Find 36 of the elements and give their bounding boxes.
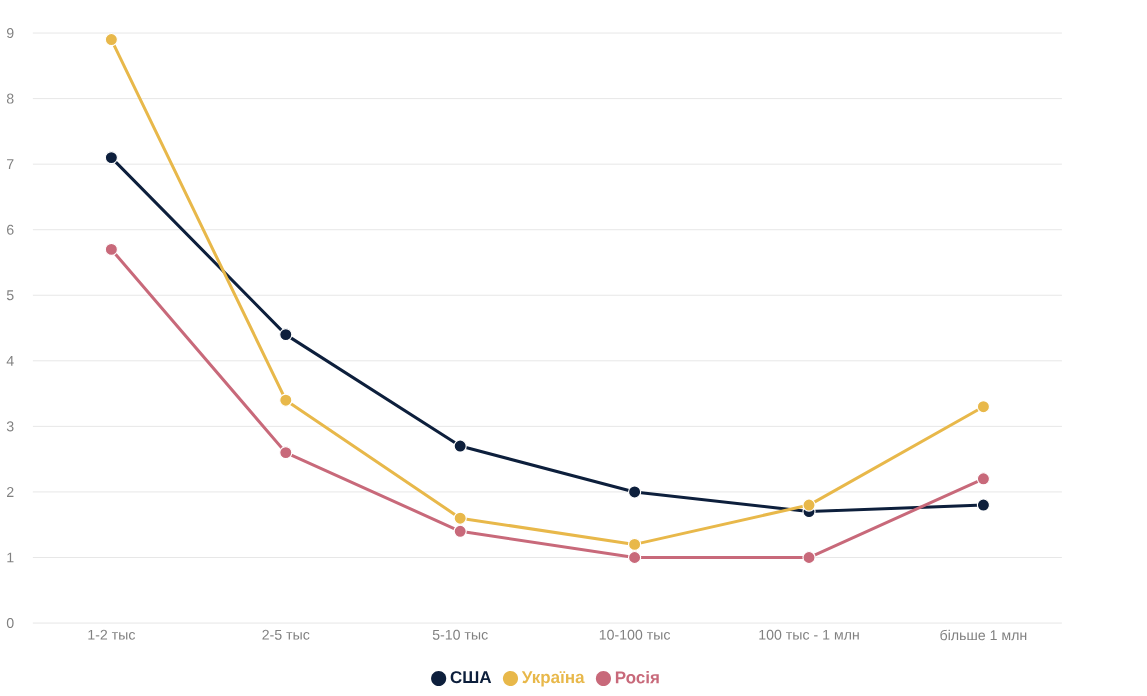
- point: [976, 472, 991, 486]
- point: [802, 551, 816, 565]
- point: [976, 400, 991, 414]
- x-tick-label: більше 1 млн: [940, 629, 1027, 641]
- y-tick-label: 2: [7, 487, 14, 498]
- y-tick-label: 6: [7, 224, 14, 235]
- y-tick-label: 7: [7, 159, 14, 170]
- point: [627, 485, 642, 499]
- point: [279, 328, 293, 342]
- point: [279, 446, 293, 460]
- point: [453, 511, 467, 525]
- point: [104, 242, 118, 257]
- x-tick-label: 1-2 тыс: [88, 629, 136, 640]
- legend-label: США: [450, 671, 492, 684]
- point: [453, 524, 467, 539]
- legend-label: Росія: [615, 671, 659, 684]
- legend-label: Україна: [521, 671, 585, 687]
- point: [802, 498, 816, 512]
- y-tick-label: 9: [6, 28, 14, 39]
- x-tick-label: 100 тыс - 1 млн: [759, 629, 859, 640]
- x-tick-label: 5-10 тыс: [432, 629, 488, 640]
- point: [279, 393, 293, 407]
- y-tick-label: 8: [6, 93, 14, 104]
- point: [453, 439, 467, 453]
- point: [627, 537, 642, 552]
- y-tick-label: 0: [6, 618, 14, 629]
- point: [104, 33, 118, 47]
- x-tick-label: 2-5 тыс: [262, 629, 310, 640]
- point: [627, 551, 642, 565]
- y-tick-label: 5: [6, 290, 14, 301]
- point: [976, 498, 991, 512]
- x-tick-label: 10-100 тыс: [599, 629, 671, 640]
- y-tick-label: 4: [6, 356, 14, 366]
- point: [104, 151, 118, 165]
- y-tick-label: 1: [7, 552, 14, 563]
- y-tick-label: 3: [6, 421, 14, 432]
